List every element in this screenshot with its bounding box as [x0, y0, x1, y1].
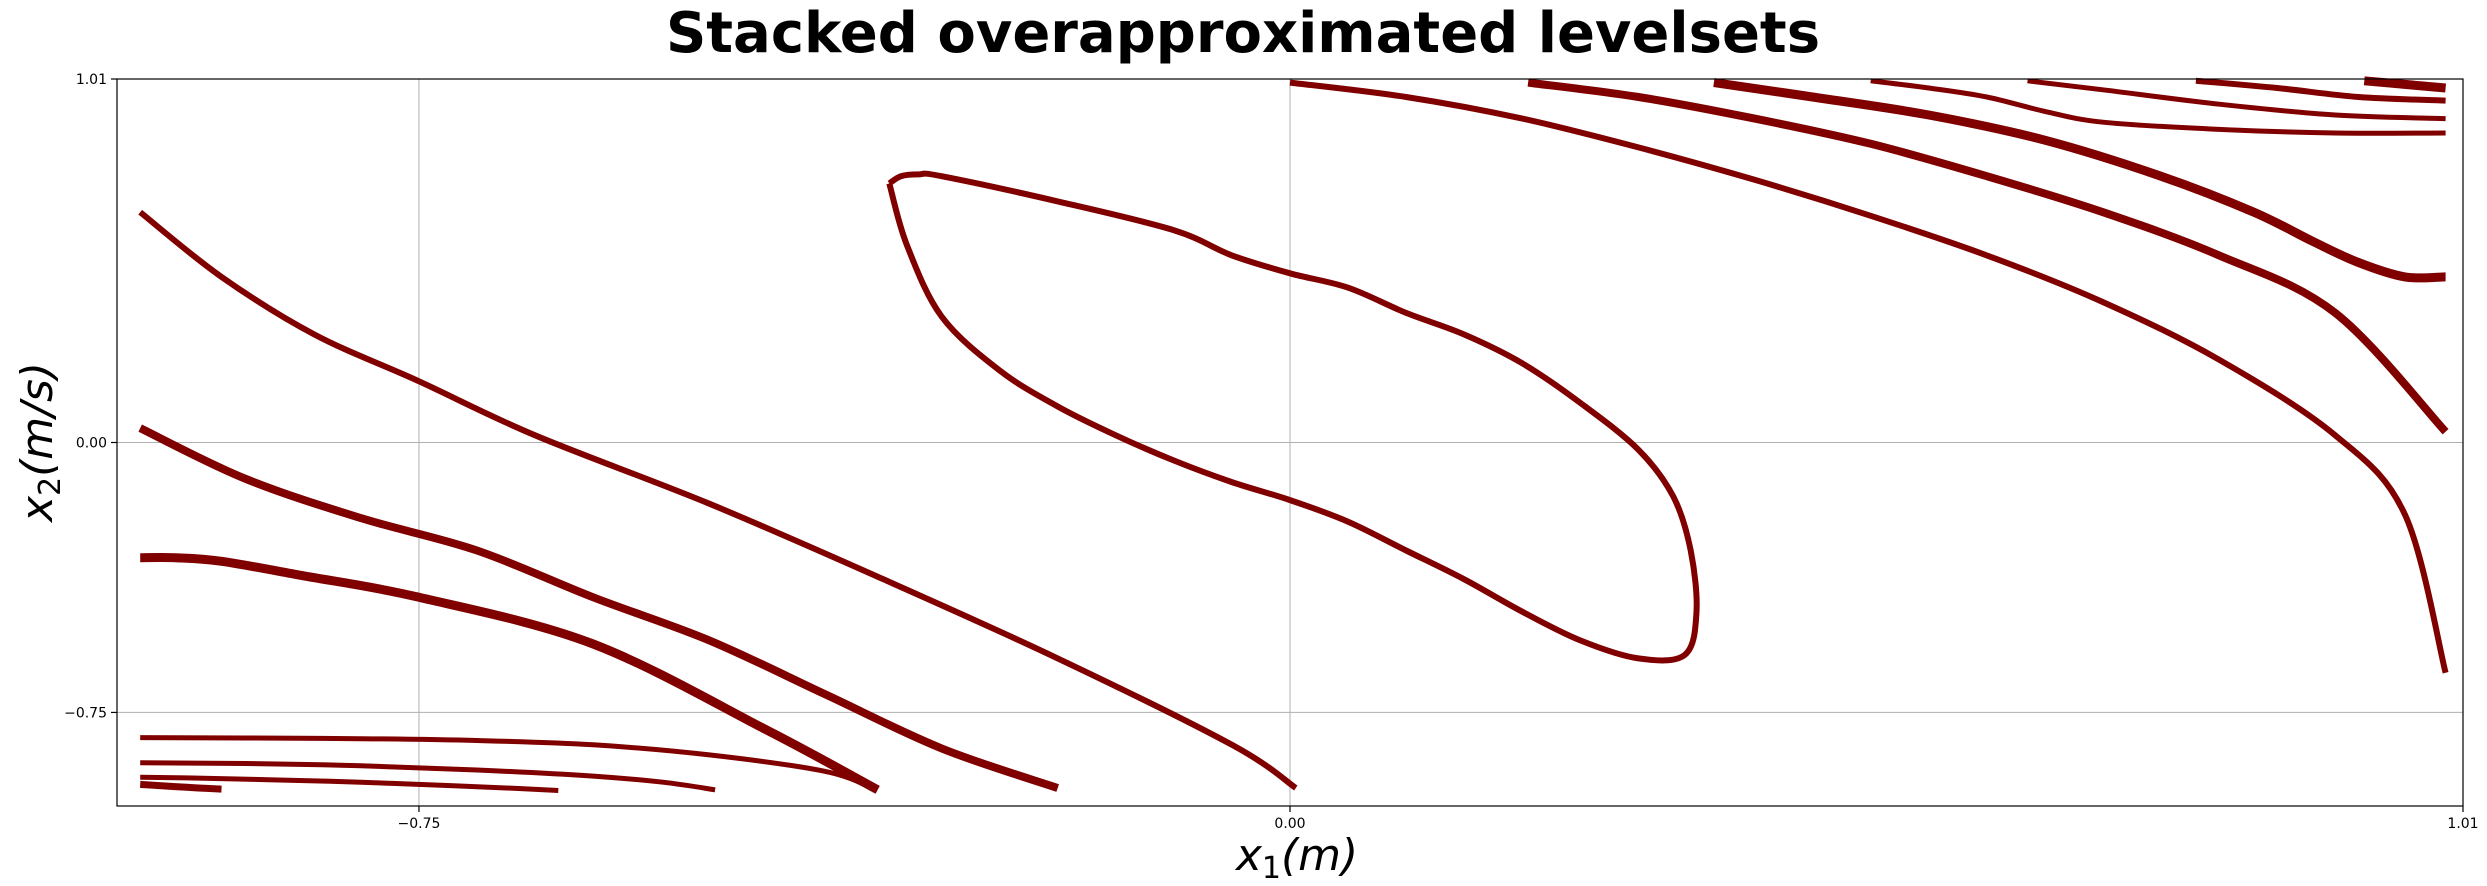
levelset-curve-2: [140, 760, 716, 793]
y-axis-label: x2(m/s): [12, 362, 68, 524]
levelset-curve-14: [2363, 76, 2446, 93]
y-tick-label-0: −0.75: [64, 705, 107, 721]
grid-lines: [117, 78, 2464, 806]
levelset-curve-7: [886, 170, 1700, 664]
levelset-curve-6: [138, 209, 1298, 791]
levelset-curve-12: [2027, 78, 2446, 122]
levelset-curve-9: [1527, 78, 2449, 435]
x-tick-label-0: −0.75: [398, 816, 441, 832]
levelset-curve-4: [140, 552, 880, 794]
levelset-curve-10: [1713, 78, 2446, 283]
y-tick-label-2: 1.01: [76, 72, 107, 88]
levelset-curve-11: [1870, 78, 2446, 136]
chart-title: Stacked overapproximated levelsets: [666, 1, 1820, 66]
y-tick-label-1: 0.00: [76, 436, 107, 452]
levelset-curve-5: [138, 424, 1059, 792]
levelset-curve-0: [140, 780, 222, 793]
levelset-curve-1: [140, 774, 559, 793]
x-axis-label: x1(m): [1234, 830, 1358, 886]
levelset-curve-3: [140, 735, 873, 791]
x-tick-label-1: 0.00: [1274, 816, 1305, 832]
axis-ticks: −0.75 0.00 1.01 −0.75 0.00 1.01: [64, 72, 2478, 832]
x-tick-label-2: 1.01: [2447, 816, 2478, 832]
levelset-curve-8: [1289, 79, 2449, 674]
levelset-curve-13: [2195, 77, 2446, 104]
levelset-curves: [138, 76, 2449, 794]
